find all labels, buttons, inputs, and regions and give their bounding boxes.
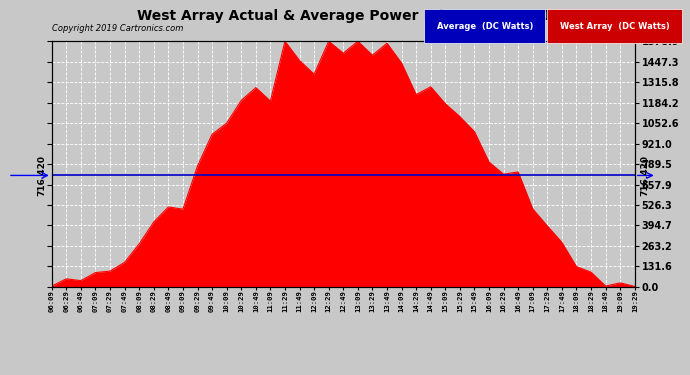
Text: 716.420: 716.420	[640, 155, 649, 196]
Text: West Array  (DC Watts): West Array (DC Watts)	[560, 22, 669, 31]
Text: Average  (DC Watts): Average (DC Watts)	[437, 22, 533, 31]
Text: 716.420: 716.420	[37, 155, 46, 196]
Text: Copyright 2019 Cartronics.com: Copyright 2019 Cartronics.com	[52, 24, 183, 33]
Text: West Array Actual & Average Power Fri Aug 30 19:31: West Array Actual & Average Power Fri Au…	[137, 9, 553, 23]
